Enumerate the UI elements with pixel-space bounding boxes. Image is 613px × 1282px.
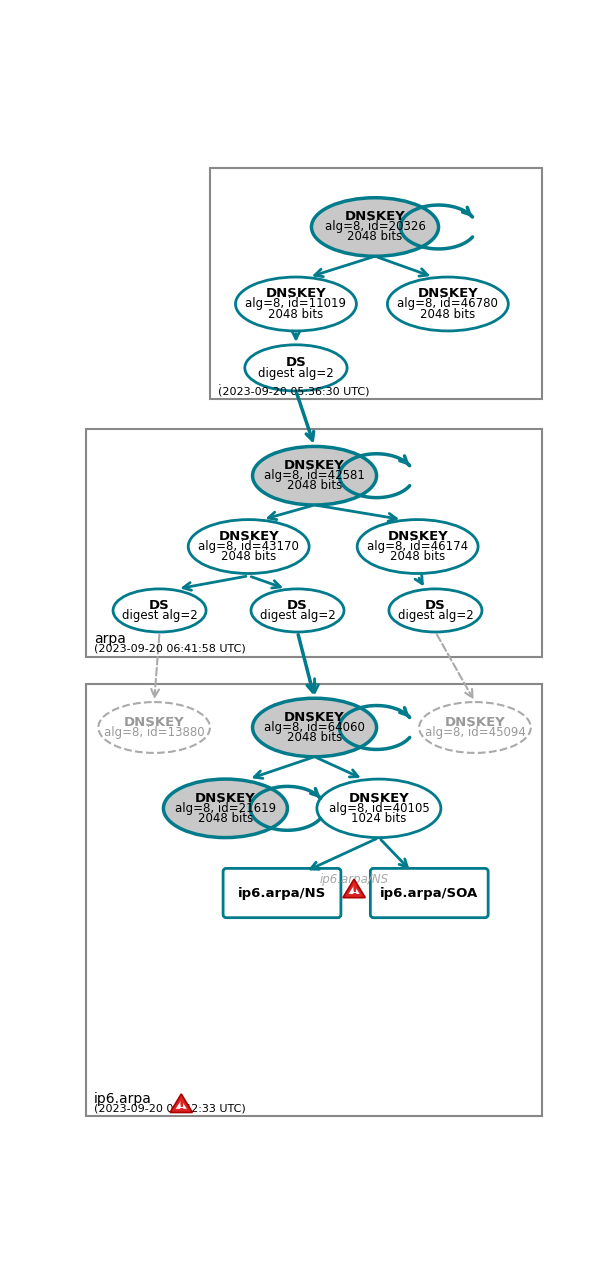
- Text: alg=8, id=42581: alg=8, id=42581: [264, 469, 365, 482]
- Text: arpa: arpa: [94, 632, 126, 646]
- Polygon shape: [349, 886, 360, 894]
- Text: 2048 bits: 2048 bits: [287, 731, 342, 744]
- FancyBboxPatch shape: [223, 868, 341, 918]
- Text: DNSKEY: DNSKEY: [387, 529, 448, 544]
- Text: DNSKEY: DNSKEY: [195, 792, 256, 805]
- Text: 2048 bits: 2048 bits: [348, 231, 403, 244]
- Text: !: !: [350, 882, 358, 900]
- Text: DNSKEY: DNSKEY: [284, 459, 345, 472]
- Text: 2048 bits: 2048 bits: [390, 550, 445, 563]
- Ellipse shape: [387, 277, 508, 331]
- FancyBboxPatch shape: [370, 868, 488, 918]
- Text: DS: DS: [425, 599, 446, 612]
- Ellipse shape: [317, 779, 441, 837]
- Text: DNSKEY: DNSKEY: [349, 792, 409, 805]
- Ellipse shape: [113, 588, 206, 632]
- Text: (2023-09-20 05:36:30 UTC): (2023-09-20 05:36:30 UTC): [218, 386, 369, 396]
- Text: .: .: [218, 377, 221, 387]
- Text: DS: DS: [287, 599, 308, 612]
- FancyBboxPatch shape: [86, 429, 543, 656]
- Text: alg=8, id=20326: alg=8, id=20326: [324, 221, 425, 233]
- Text: alg=8, id=46174: alg=8, id=46174: [367, 540, 468, 553]
- Ellipse shape: [98, 703, 210, 753]
- Text: ip6.arpa/NS: ip6.arpa/NS: [319, 873, 389, 886]
- Ellipse shape: [245, 345, 347, 391]
- Text: DNSKEY: DNSKEY: [218, 529, 279, 544]
- Text: digest alg=2: digest alg=2: [121, 609, 197, 622]
- Text: 1024 bits: 1024 bits: [351, 812, 406, 824]
- Ellipse shape: [235, 277, 356, 331]
- Ellipse shape: [311, 197, 438, 256]
- Text: alg=8, id=13880: alg=8, id=13880: [104, 727, 205, 740]
- Text: DNSKEY: DNSKEY: [284, 712, 345, 724]
- Text: DNSKEY: DNSKEY: [124, 715, 185, 728]
- Polygon shape: [176, 1100, 187, 1109]
- Text: digest alg=2: digest alg=2: [398, 609, 473, 622]
- FancyBboxPatch shape: [86, 683, 543, 1117]
- Text: alg=8, id=40105: alg=8, id=40105: [329, 801, 429, 815]
- Ellipse shape: [251, 588, 344, 632]
- Text: ip6.arpa/SOA: ip6.arpa/SOA: [380, 887, 478, 900]
- Text: DNSKEY: DNSKEY: [444, 715, 505, 728]
- Text: DNSKEY: DNSKEY: [265, 287, 326, 300]
- Text: !: !: [177, 1097, 185, 1115]
- Text: alg=8, id=11019: alg=8, id=11019: [245, 297, 346, 310]
- Ellipse shape: [357, 519, 478, 573]
- Text: alg=8, id=64060: alg=8, id=64060: [264, 720, 365, 735]
- Polygon shape: [170, 1094, 192, 1113]
- Text: alg=8, id=43170: alg=8, id=43170: [198, 540, 299, 553]
- Text: 2048 bits: 2048 bits: [287, 479, 342, 492]
- Text: DS: DS: [149, 599, 170, 612]
- Text: (2023-09-20 06:41:58 UTC): (2023-09-20 06:41:58 UTC): [94, 644, 245, 654]
- Ellipse shape: [253, 446, 376, 505]
- Text: digest alg=2: digest alg=2: [258, 367, 334, 379]
- Text: DS: DS: [286, 356, 306, 369]
- Text: (2023-09-20 06:42:33 UTC): (2023-09-20 06:42:33 UTC): [94, 1104, 245, 1114]
- Ellipse shape: [253, 699, 376, 756]
- Text: 2048 bits: 2048 bits: [198, 812, 253, 824]
- Ellipse shape: [419, 703, 531, 753]
- Text: alg=8, id=45094: alg=8, id=45094: [425, 727, 525, 740]
- Text: alg=8, id=46780: alg=8, id=46780: [397, 297, 498, 310]
- Text: digest alg=2: digest alg=2: [260, 609, 335, 622]
- Text: DNSKEY: DNSKEY: [345, 210, 405, 223]
- Text: 2048 bits: 2048 bits: [221, 550, 276, 563]
- Ellipse shape: [389, 588, 482, 632]
- Text: ip6.arpa/NS: ip6.arpa/NS: [238, 887, 326, 900]
- FancyBboxPatch shape: [210, 168, 542, 399]
- Polygon shape: [343, 879, 365, 897]
- Text: 2048 bits: 2048 bits: [268, 308, 324, 320]
- Text: alg=8, id=21619: alg=8, id=21619: [175, 801, 276, 815]
- Text: ip6.arpa: ip6.arpa: [94, 1092, 151, 1105]
- Ellipse shape: [164, 779, 287, 837]
- Ellipse shape: [188, 519, 309, 573]
- Text: DNSKEY: DNSKEY: [417, 287, 478, 300]
- Text: 2048 bits: 2048 bits: [421, 308, 476, 320]
